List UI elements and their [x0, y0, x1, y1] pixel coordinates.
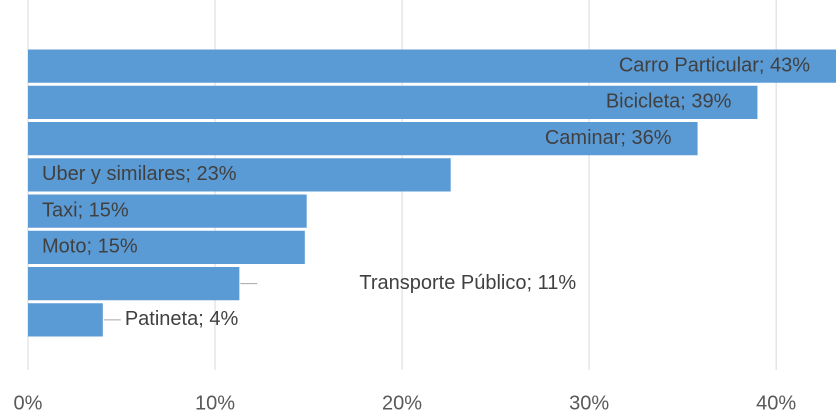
- bar: [28, 158, 451, 192]
- data-label: Moto; 15%: [42, 236, 138, 258]
- data-label: Uber y similares; 23%: [42, 163, 237, 185]
- x-tick-label: 40%: [756, 392, 796, 414]
- x-tick-label: 30%: [569, 392, 609, 414]
- data-label: Bicicleta; 39%: [606, 91, 732, 113]
- bar: [28, 122, 698, 156]
- bar: [28, 194, 307, 228]
- bar: [28, 49, 836, 83]
- data-label: Transporte Público; 11%: [359, 272, 576, 294]
- bar: [28, 303, 103, 337]
- bar: [28, 267, 240, 301]
- bar: [28, 85, 758, 119]
- data-label: Carro Particular; 43%: [619, 54, 810, 76]
- x-tick-label: 20%: [382, 392, 422, 414]
- data-label: Taxi; 15%: [42, 199, 129, 221]
- bar: [28, 230, 305, 264]
- x-tick-label: 0%: [14, 392, 43, 414]
- data-label: Caminar; 36%: [545, 127, 672, 149]
- data-label: Patineta; 4%: [125, 308, 239, 330]
- x-tick-label: 10%: [195, 392, 235, 414]
